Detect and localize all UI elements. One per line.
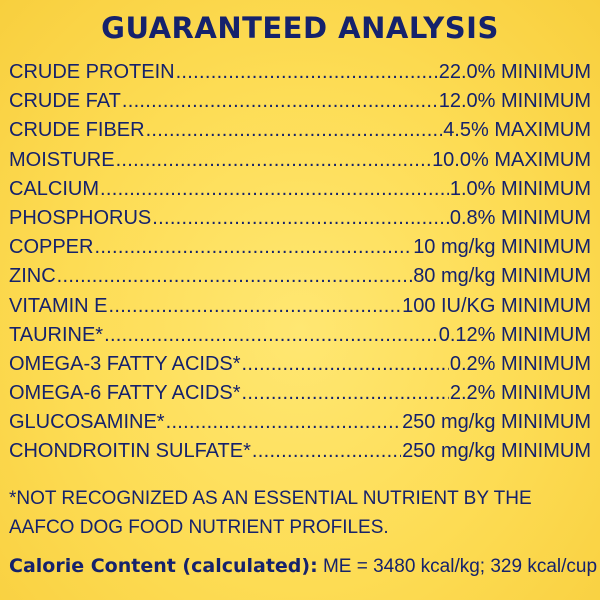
nutrient-name: CHONDROITIN SULFATE* <box>9 440 251 463</box>
analysis-table: CRUDE PROTEIN 22.0% MINIMUM CRUDE FAT 12… <box>9 58 591 467</box>
nutrient-value: 1.0% MINIMUM <box>449 177 591 200</box>
analysis-row: PHOSPHORUS 0.8% MINIMUM <box>9 204 591 233</box>
nutrient-name: TAURINE* <box>9 323 104 346</box>
dot-leader <box>104 321 438 350</box>
nutrient-value: 100 IU/KG MINIMUM <box>402 294 591 317</box>
nutrient-value: 250 mg/kg MINIMUM <box>402 411 591 434</box>
nutrient-name: CALCIUM <box>9 177 100 200</box>
dot-leader <box>100 175 449 204</box>
dot-leader <box>57 262 413 291</box>
nutrient-value: 80 mg/kg MINIMUM <box>413 265 591 288</box>
panel-title: GUARANTEED ANALYSIS <box>101 11 499 45</box>
dot-leader <box>242 350 449 379</box>
dot-leader <box>146 116 443 145</box>
calorie-content: Calorie Content (calculated): ME = 3480 … <box>9 552 599 581</box>
nutrient-name: ZINC <box>9 265 56 288</box>
dot-leader <box>122 87 438 116</box>
analysis-row: MOISTURE 10.0% MAXIMUM <box>9 146 591 175</box>
nutrient-name: CRUDE PROTEIN <box>9 61 175 83</box>
calorie-value: ME = 3480 kcal/kg; 329 kcal/cup <box>317 556 598 577</box>
dot-leader <box>109 292 402 321</box>
analysis-row: CRUDE PROTEIN 22.0% MINIMUM <box>9 58 591 87</box>
nutrient-value: 0.12% MINIMUM <box>438 323 591 346</box>
analysis-row: OMEGA-3 FATTY ACIDS* 0.2% MINIMUM <box>9 350 591 379</box>
dot-leader <box>152 204 449 233</box>
nutrient-name: PHOSPHORUS <box>9 206 152 229</box>
analysis-row: CALCIUM 1.0% MINIMUM <box>9 175 591 204</box>
nutrient-name: GLUCOSAMINE* <box>9 411 165 434</box>
footnote: *NOT RECOGNIZED AS AN ESSENTIAL NUTRIENT… <box>9 488 532 538</box>
nutrient-value: 10.0% MAXIMUM <box>432 148 591 171</box>
nutrient-name: OMEGA-6 FATTY ACIDS* <box>9 382 241 405</box>
nutrient-value: 12.0% MINIMUM <box>438 90 591 113</box>
nutrient-value: 10 mg/kg MINIMUM <box>413 236 591 259</box>
analysis-row: VITAMIN E 100 IU/KG MINIMUM <box>9 292 591 321</box>
nutrient-name: VITAMIN E <box>9 294 108 317</box>
calorie-label: Calorie Content (calculated): <box>9 555 318 577</box>
analysis-row: CHONDROITIN SULFATE* 250 mg/kg MINIMUM <box>9 437 591 466</box>
nutrient-name: COPPER <box>9 236 94 259</box>
nutrient-name: OMEGA-3 FATTY ACIDS* <box>9 352 241 375</box>
analysis-row: GLUCOSAMINE* 250 mg/kg MINIMUM <box>9 408 591 437</box>
nutrient-name: MOISTURE <box>9 148 115 171</box>
nutrient-value: 0.2% MINIMUM <box>449 352 591 375</box>
nutrient-value: 0.8% MINIMUM <box>449 206 591 229</box>
nutrient-value: 250 mg/kg MINIMUM <box>402 440 591 463</box>
nutrient-name: CRUDE FIBER <box>9 119 145 142</box>
dot-leader <box>242 379 449 408</box>
nutrient-name: CRUDE FAT <box>9 90 121 113</box>
dot-leader <box>252 437 401 466</box>
analysis-row: CRUDE FIBER 4.5% MAXIMUM <box>9 116 591 145</box>
nutrient-value: 22.0% MINIMUM <box>438 61 591 83</box>
dot-leader <box>166 408 401 437</box>
analysis-row: COPPER 10 mg/kg MINIMUM <box>9 233 591 262</box>
dot-leader <box>176 58 438 87</box>
nutrient-value: 4.5% MAXIMUM <box>443 119 591 142</box>
analysis-row: TAURINE* 0.12% MINIMUM <box>9 321 591 350</box>
nutrient-value: 2.2% MINIMUM <box>449 382 591 405</box>
analysis-row: CRUDE FAT 12.0% MINIMUM <box>9 87 591 116</box>
dot-leader <box>116 146 432 175</box>
analysis-row: ZINC 80 mg/kg MINIMUM <box>9 262 591 291</box>
dot-leader <box>94 233 412 262</box>
analysis-row: OMEGA-6 FATTY ACIDS* 2.2% MINIMUM <box>9 379 591 408</box>
